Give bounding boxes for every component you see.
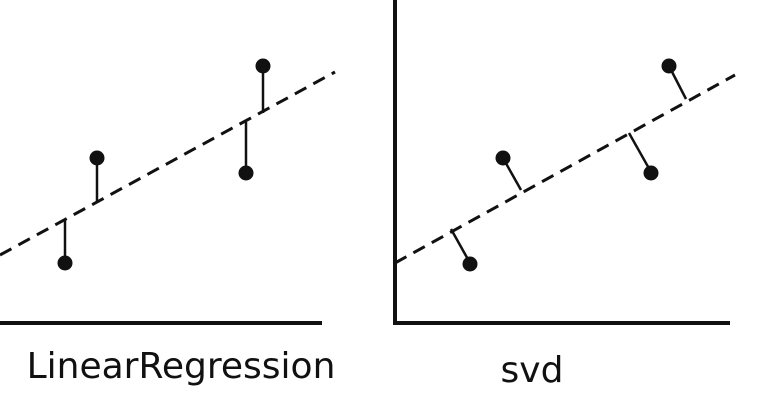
svd-panel: svd — [393, 0, 736, 391]
svd-data-point-3 — [643, 165, 659, 181]
lr-data-point-3 — [238, 165, 254, 181]
lr-data-point-4 — [255, 58, 271, 74]
svd-data-point-4 — [661, 58, 677, 74]
svd-caption: svd — [501, 350, 564, 391]
svd-data-point-2 — [495, 150, 511, 166]
svd-residual-3 — [627, 132, 653, 173]
svd-data-point-1 — [462, 256, 478, 272]
lr-fit-line — [0, 70, 336, 257]
lr-data-point-2 — [89, 150, 105, 166]
svd-fit-line — [394, 73, 736, 265]
lr-caption: LinearRegression — [27, 346, 336, 387]
lr-data-point-1 — [57, 255, 73, 271]
linear-regression-panel: LinearRegression — [0, 58, 336, 387]
